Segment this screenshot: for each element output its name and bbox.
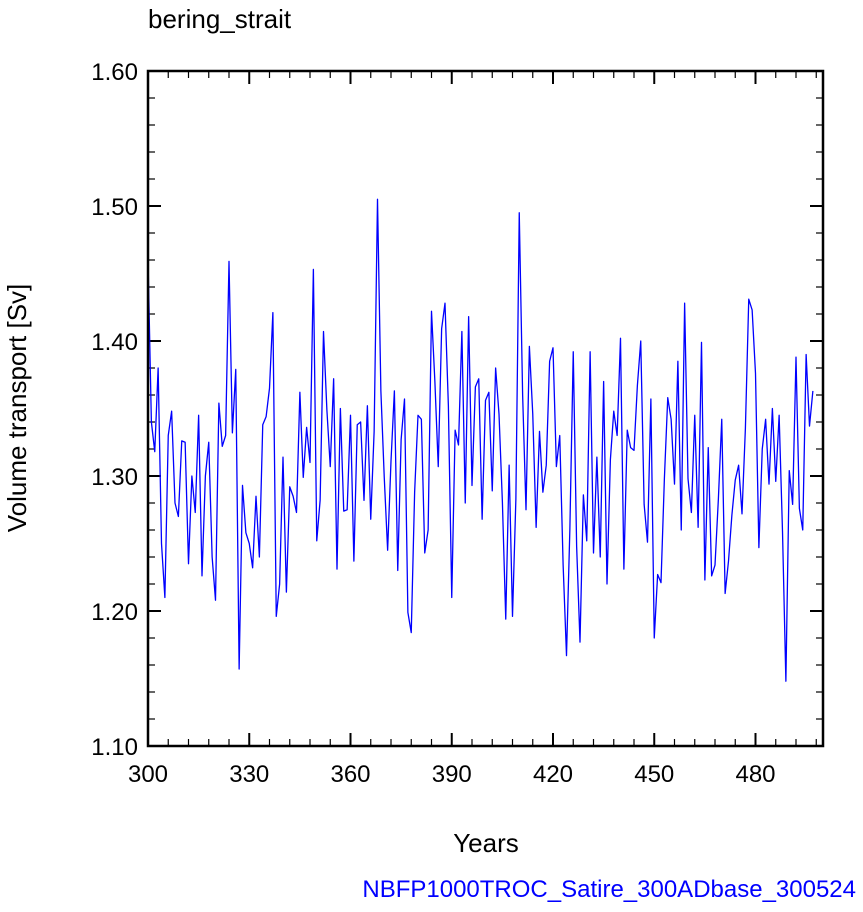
x-tick-label: 360: [330, 761, 370, 788]
x-tick-label: 450: [634, 761, 674, 788]
y-tick-label: 1.30: [91, 464, 138, 491]
tick-labels: 300 330 360 390 420 450 480 1.10 1.20 1.30 1.40 1.5…: [91, 59, 775, 788]
y-tick-label: 1.40: [91, 329, 138, 356]
footer-case-name: NBFP1000TROC_Satire_300ADbase_300524: [362, 876, 856, 903]
x-axis-label: Years: [453, 828, 519, 858]
y-tick-label: 1.10: [91, 734, 138, 761]
y-tick-label: 1.60: [91, 59, 138, 86]
x-tick-label: 390: [432, 761, 472, 788]
x-tick-label: 330: [229, 761, 269, 788]
series-line: [147, 198, 814, 682]
x-tick-label: 420: [533, 761, 573, 788]
plot-frame: [146, 69, 825, 748]
y-axis-label: Volume transport [Sv]: [2, 284, 32, 533]
x-tick-label: 300: [128, 761, 168, 788]
y-tick-label: 1.20: [91, 599, 138, 626]
y-tick-label: 1.50: [91, 194, 138, 221]
x-tick-label: 480: [735, 761, 775, 788]
chart-title: bering_strait: [148, 4, 292, 34]
